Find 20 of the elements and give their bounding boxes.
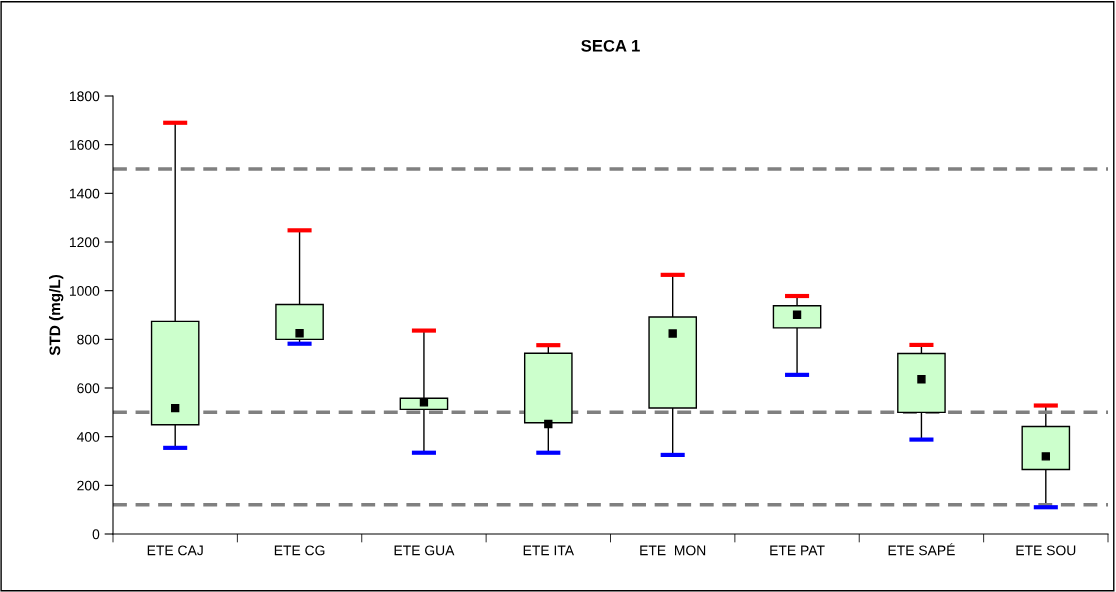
y-axis-title: STD (mg/L) xyxy=(49,275,64,356)
x-tick-label: ETE GUA xyxy=(394,545,455,556)
y-tick-label: 1400 xyxy=(69,188,100,199)
y-tick-label: 1600 xyxy=(69,140,100,150)
y-tick-label: 600 xyxy=(77,383,100,394)
x-tick-label: ETE CG xyxy=(274,545,325,556)
x-tick-label: ETE SOU xyxy=(1016,545,1076,556)
y-tick-label: 1000 xyxy=(69,286,100,296)
x-tick-label: ETE MON xyxy=(640,545,706,556)
x-tick-label: ETE CAJ xyxy=(147,545,203,556)
y-tick-label: 400 xyxy=(76,432,100,442)
y-tick-label: 1800 xyxy=(69,91,100,102)
y-tick-label: 1200 xyxy=(69,237,100,248)
x-tick-label: ETE PAT xyxy=(770,545,825,556)
x-tick-label: ETE ITA xyxy=(523,545,575,556)
y-tick-label: 200 xyxy=(77,480,100,491)
y-tick-label: 800 xyxy=(77,334,100,345)
y-tick-label: 0 xyxy=(92,529,100,540)
chart-title: SECA 1 xyxy=(581,39,640,52)
x-tick-label: ETE SAPÉ xyxy=(888,543,955,556)
